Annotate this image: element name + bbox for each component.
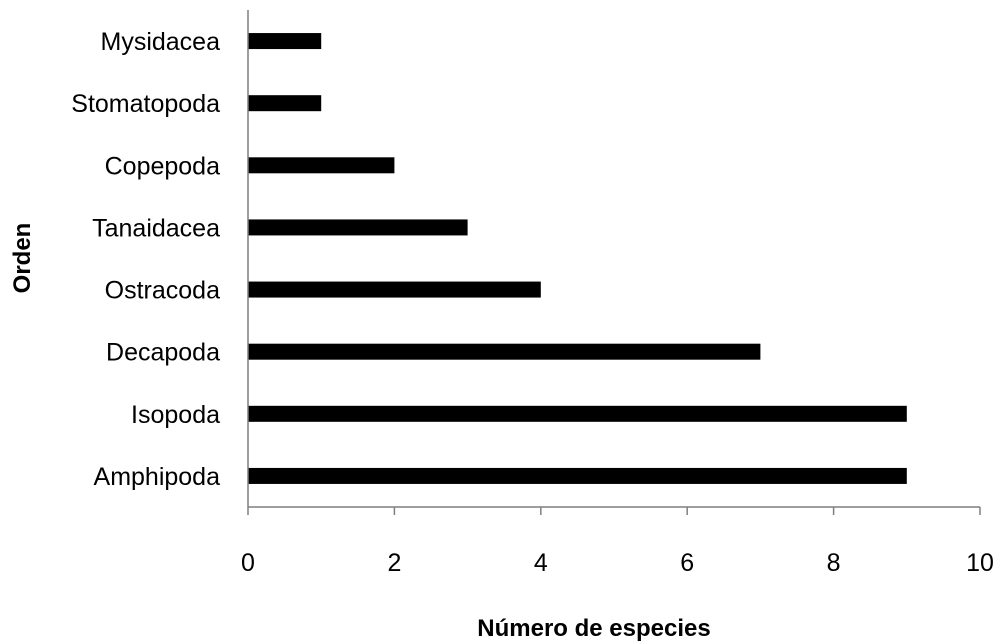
x-tick-label-10: 10	[966, 549, 994, 577]
y-tick-label-mysidacea: Mysidacea	[101, 28, 221, 56]
x-tick-label-4: 4	[534, 549, 548, 577]
y-tick-label-amphipoda: Amphipoda	[94, 463, 221, 491]
bar-amphipoda	[248, 467, 907, 484]
bar-copepoda	[248, 157, 395, 174]
y-tick-label-decapoda: Decapoda	[106, 339, 220, 367]
y-tick-label-stomatopoda: Stomatopoda	[71, 90, 220, 118]
x-tick-label-6: 6	[680, 549, 694, 577]
bar-tanaidacea	[248, 219, 468, 236]
x-ticks: 0 2 4 6 8 10	[241, 507, 994, 577]
x-axis-title: Número de especies	[477, 615, 710, 642]
x-tick-label-8: 8	[827, 549, 841, 577]
y-tick-label-tanaidacea: Tanaidacea	[92, 214, 220, 242]
y-tick-label-copepoda: Copepoda	[105, 152, 220, 180]
y-tick-label-isopoda: Isopoda	[131, 401, 220, 429]
bar-stomatopoda	[248, 95, 322, 112]
bars-group	[248, 33, 907, 484]
bar-decapoda	[248, 343, 761, 360]
x-tick-label-0: 0	[241, 549, 255, 577]
bar-mysidacea	[248, 33, 322, 50]
bar-isopoda	[248, 405, 907, 422]
x-tick-label-2: 2	[387, 549, 401, 577]
y-tick-label-ostracoda: Ostracoda	[105, 277, 220, 305]
y-tick-labels: Mysidacea Stomatopoda Copepoda Tanaidacea Os…	[71, 28, 220, 491]
bar-ostracoda	[248, 281, 541, 298]
y-axis-title: Orden	[9, 223, 36, 294]
